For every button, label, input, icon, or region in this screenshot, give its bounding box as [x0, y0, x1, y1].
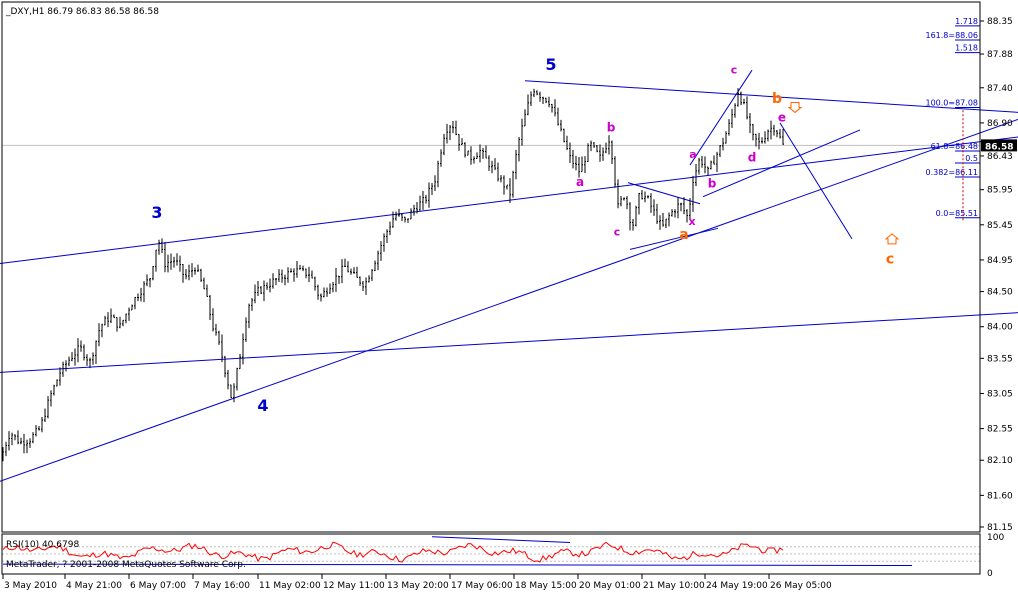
y-tick-label: 83.05	[987, 389, 1013, 399]
wave-label: 3	[151, 203, 162, 222]
wave-label: 5	[545, 55, 556, 74]
wave-label: a	[689, 148, 696, 161]
wave-label: d	[748, 151, 757, 165]
x-tick-label: 21 May 10:00	[643, 581, 705, 591]
rsi-line	[2, 541, 784, 563]
trend-line	[629, 227, 719, 250]
wave-label: b	[607, 120, 616, 134]
chart-header: _DXY,H1 86.79 86.83 86.58 86.58	[5, 7, 159, 17]
wave-label: b	[772, 91, 782, 107]
wave-label: c	[614, 225, 621, 238]
y-tick-label: 81.60	[987, 491, 1013, 501]
fib-level-label: 0.382=86.11	[925, 168, 978, 177]
main-pane-frame	[1, 1, 981, 533]
y-tick-label: 88.35	[987, 17, 1013, 27]
fib-level-label: 61.8=86.48	[931, 142, 978, 151]
current-price-box	[981, 139, 1017, 152]
wave-label: b	[708, 177, 717, 191]
x-tick-label: 6 May 07:00	[130, 581, 186, 591]
x-tick-label: 3 May 2010	[4, 581, 57, 591]
rsi-tick-label: 0	[987, 569, 993, 579]
trend-line	[0, 136, 1018, 264]
wave-label: a	[576, 175, 584, 189]
x-tick-label: 18 May 15:00	[515, 581, 577, 591]
wave-label: e	[778, 110, 786, 124]
y-tick-label: 84.95	[987, 256, 1013, 266]
y-tick-label: 81.15	[987, 523, 1013, 533]
x-tick-label: 7 May 16:00	[194, 581, 250, 591]
y-tick-label: 85.45	[987, 221, 1013, 231]
rsi-label: RSI(10) 40.6798	[6, 540, 79, 550]
fib-level-label: 100.0=87.08	[925, 98, 978, 107]
x-tick-label: 17 May 06:00	[451, 581, 513, 591]
y-tick-label: 86.90	[987, 119, 1013, 129]
trend-line	[779, 122, 853, 240]
fib-level-label: 0.5	[965, 154, 978, 163]
wave-label: a	[679, 227, 688, 243]
wave-label: c	[731, 64, 738, 77]
rsi-trend-line	[2, 563, 913, 567]
y-tick-label: 85.95	[987, 186, 1013, 196]
y-tick-label: 82.10	[987, 456, 1013, 466]
fib-level-label: 0.0=85.51	[936, 209, 978, 218]
arrow-up-icon	[884, 233, 900, 245]
y-tick-label: 83.55	[987, 354, 1013, 364]
rsi-trend-line	[431, 536, 571, 543]
arrow-down-icon	[787, 101, 803, 114]
x-tick-label: 12 May 11:00	[323, 581, 385, 591]
wave-label: x	[688, 215, 695, 228]
y-tick-label: 87.40	[987, 84, 1013, 94]
trend-line	[689, 69, 753, 166]
trend-line	[702, 129, 861, 198]
x-tick-label: 13 May 20:00	[387, 581, 449, 591]
trend-line	[524, 80, 1018, 113]
x-tick-label: 24 May 19:00	[706, 581, 768, 591]
y-tick-label: 87.88	[987, 50, 1013, 60]
wave-label: c	[886, 251, 894, 267]
trend-line	[0, 312, 1018, 373]
y-tick-label: 86.43	[987, 152, 1013, 162]
fib-level-label: 1.518	[955, 44, 978, 53]
y-tick-label: 84.50	[987, 288, 1013, 298]
y-tick-label: 82.55	[987, 425, 1013, 435]
copyright-text: MetaTrader, ? 2001-2008 MetaQuotes Softw…	[6, 560, 246, 570]
x-tick-label: 4 May 21:00	[66, 581, 122, 591]
rsi-tick-label: 100	[987, 533, 1004, 543]
x-tick-label: 11 May 02:00	[259, 581, 321, 591]
rsi-pane-frame	[1, 533, 981, 575]
y-tick-label: 84.00	[987, 323, 1013, 333]
current-price-label: 86.58	[985, 142, 1013, 152]
x-tick-label: 26 May 05:00	[770, 581, 832, 591]
x-tick-label: 20 May 01:00	[579, 581, 641, 591]
wave-label: 4	[257, 396, 268, 415]
fib-level-label: 161.8=88.06	[925, 31, 978, 40]
fib-level-label: 1.718	[955, 17, 978, 26]
trend-line	[0, 118, 1018, 482]
trend-line	[627, 182, 701, 205]
